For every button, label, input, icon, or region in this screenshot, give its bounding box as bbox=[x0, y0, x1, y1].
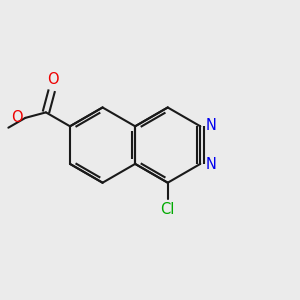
Text: O: O bbox=[11, 110, 23, 125]
Text: Cl: Cl bbox=[160, 202, 175, 217]
Text: N: N bbox=[206, 118, 216, 133]
Text: O: O bbox=[47, 72, 58, 87]
Text: N: N bbox=[206, 157, 216, 172]
